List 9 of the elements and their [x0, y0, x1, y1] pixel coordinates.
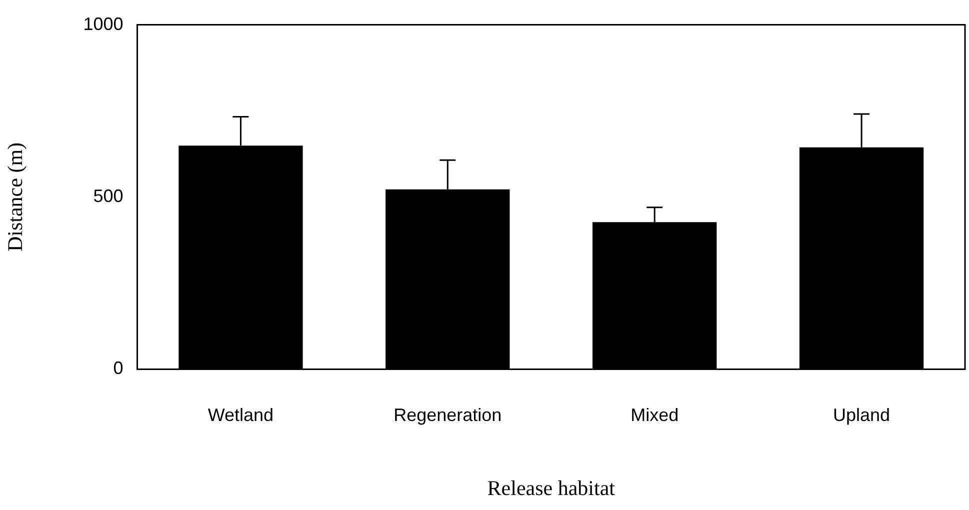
x-tick-label: Wetland [208, 404, 274, 425]
y-tick-label: 0 [113, 358, 124, 378]
x-tick-label: Upland [833, 404, 890, 425]
x-tick-label: Regeneration [394, 404, 502, 425]
y-tick-label: 500 [93, 186, 124, 206]
y-tick-label: 1000 [83, 14, 124, 34]
x-tick-label: Mixed [630, 404, 679, 425]
y-axis-title: Distance (m) [3, 142, 28, 252]
x-axis-title: Release habitat [487, 476, 616, 500]
